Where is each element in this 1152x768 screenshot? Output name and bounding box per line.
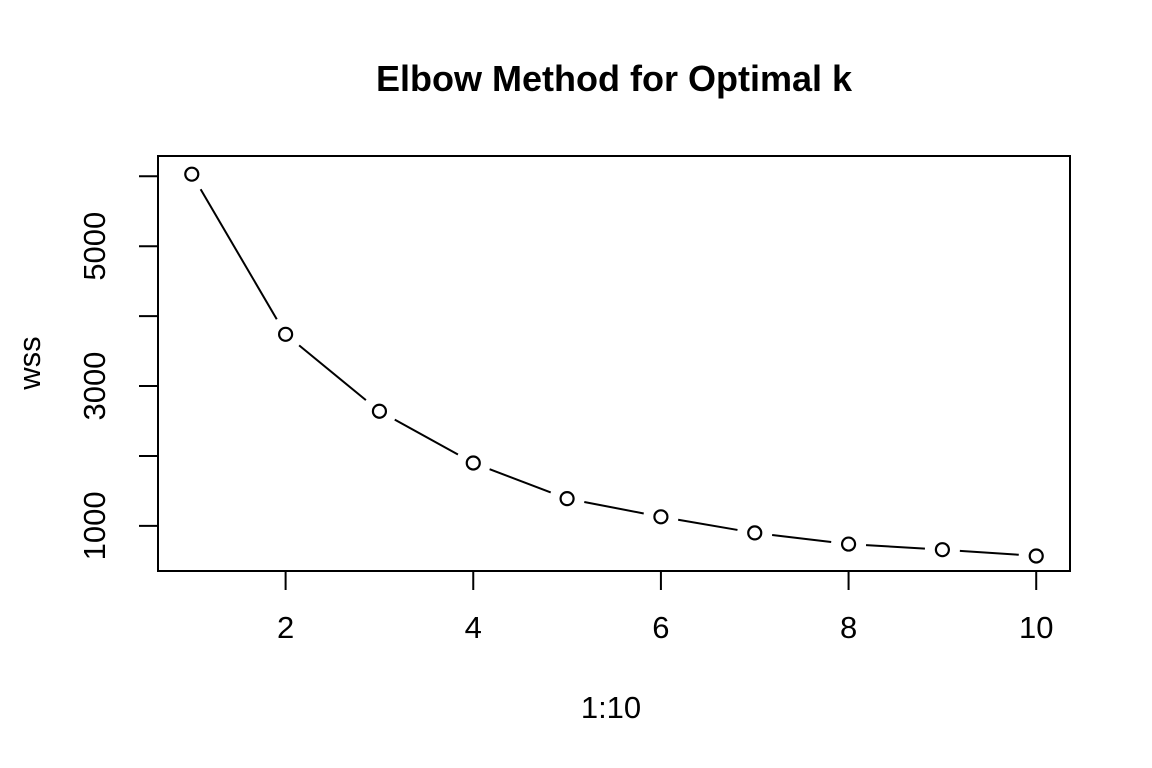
- y-axis-label: wss: [12, 336, 47, 390]
- x-axis-label: 1:10: [581, 690, 641, 725]
- data-point: [559, 491, 575, 507]
- y-axis-tick-label: 5000: [77, 212, 112, 281]
- data-point: [934, 542, 950, 558]
- series-segment: [677, 518, 738, 531]
- chart-title: Elbow Method for Optimal k: [376, 58, 853, 99]
- y-axis: 1000 3000 5000: [77, 175, 158, 560]
- series-segment: [199, 188, 278, 320]
- x-axis: 2 4 6 8 10: [277, 571, 1053, 645]
- data-point: [1028, 548, 1044, 564]
- series-segment: [771, 533, 832, 544]
- series-segment: [865, 544, 925, 550]
- data-point: [465, 455, 481, 471]
- data-point: [278, 326, 294, 342]
- x-axis-tick-label: 6: [652, 610, 669, 645]
- series-segment: [298, 344, 367, 401]
- data-point: [840, 536, 857, 552]
- data-point: [747, 525, 763, 541]
- series-segment: [584, 500, 644, 515]
- series-segment: [394, 418, 459, 456]
- y-axis-tick-label: 1000: [77, 491, 112, 560]
- x-axis-tick-label: 10: [1019, 610, 1053, 645]
- y-axis-tick-label: 3000: [77, 352, 112, 421]
- x-axis-tick-label: 8: [840, 610, 857, 645]
- data-point: [184, 166, 200, 182]
- data-point: [653, 509, 669, 525]
- x-axis-tick-label: 4: [465, 610, 482, 645]
- data-series: [184, 166, 1044, 564]
- x-axis-tick-label: 2: [277, 610, 294, 645]
- data-point: [371, 403, 388, 419]
- plot-box: [157, 155, 1071, 572]
- series-segment: [489, 468, 552, 494]
- series-segment: [959, 549, 1019, 556]
